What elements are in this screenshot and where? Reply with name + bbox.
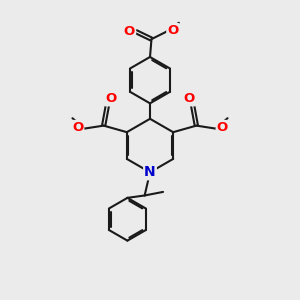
Text: O: O xyxy=(72,121,83,134)
Text: O: O xyxy=(217,121,228,134)
Text: N: N xyxy=(144,165,156,179)
Text: O: O xyxy=(124,25,135,38)
Text: O: O xyxy=(184,92,195,105)
Text: O: O xyxy=(167,24,178,37)
Text: O: O xyxy=(105,92,116,105)
